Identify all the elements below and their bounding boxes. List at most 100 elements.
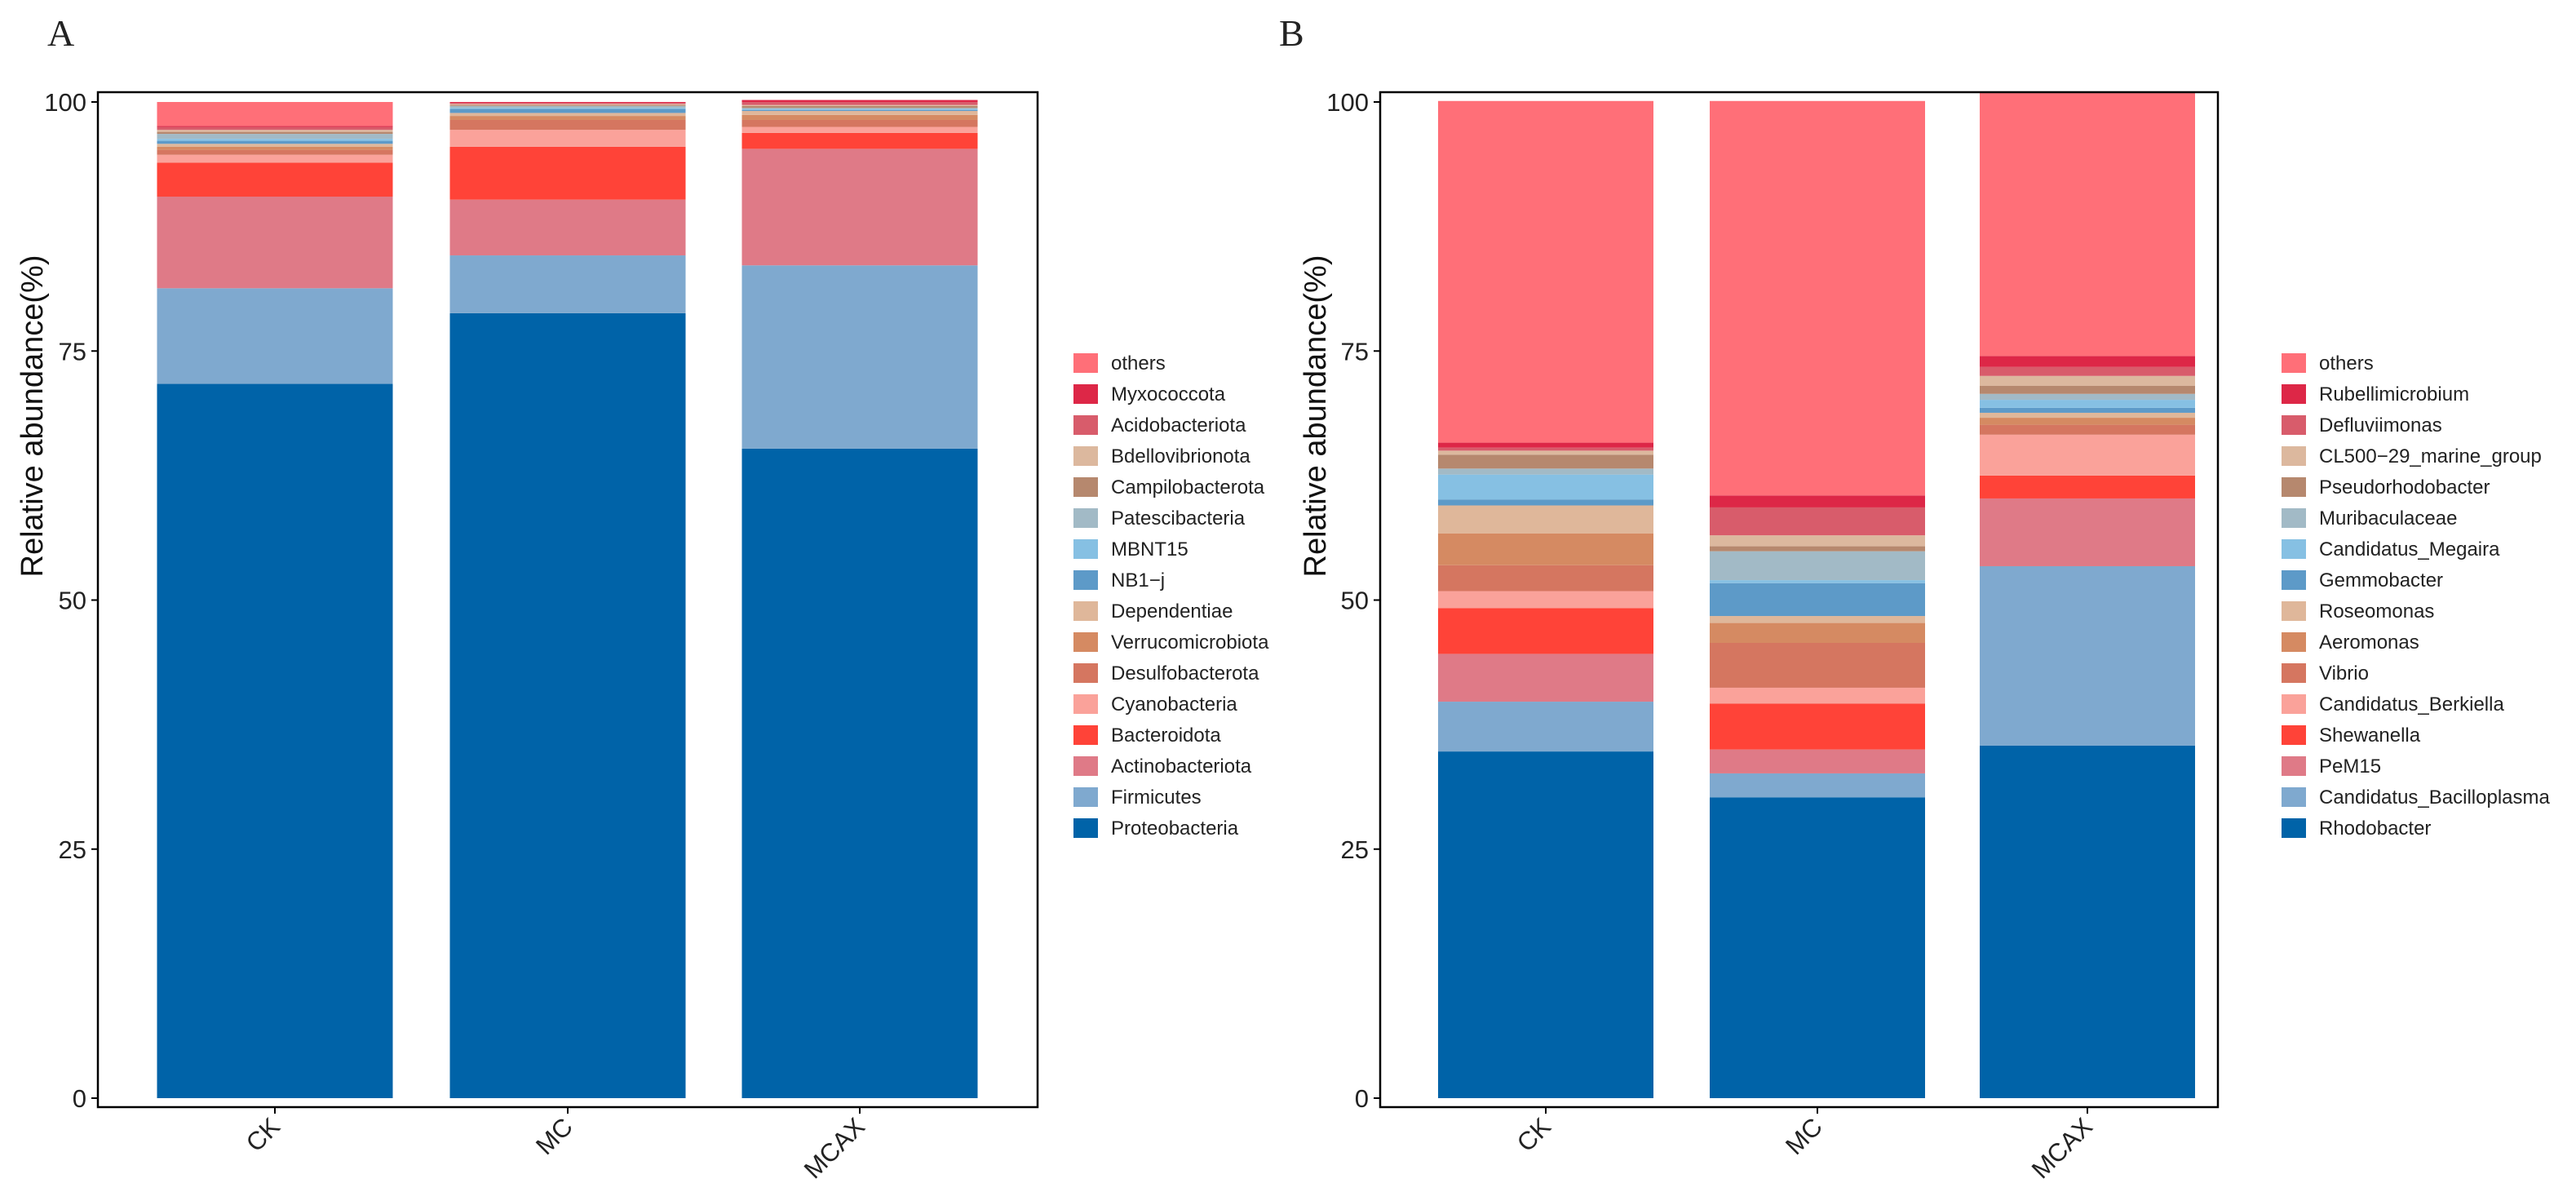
panel-a-legend-label-acidobacteriota: Acidobacteriota xyxy=(1111,414,1246,436)
panel-b-bar-mcax-muribaculaceae xyxy=(1980,393,2195,401)
panel-a-bar-mcax-verrucomicrobiota xyxy=(741,114,978,120)
panel-a-legend-label-myxococcota: Myxococcota xyxy=(1111,383,1226,405)
panel-b-legend-swatch-cl500-29-marine-group xyxy=(2282,446,2306,466)
panel-a-bar-mc-proteobacteria xyxy=(449,312,686,1098)
panel-a-y-tick-label: 75 xyxy=(59,337,86,366)
panel-a-bar-mc-myxococcota xyxy=(449,102,686,104)
panel-a-legend-swatch-actinobacteriota xyxy=(1073,756,1098,776)
panel-b-y-tick-label: 50 xyxy=(1341,587,1369,615)
panel-b-bar-ck-gemmobacter xyxy=(1438,499,1653,506)
panel-b-bar-mcax-aeromonas xyxy=(1980,418,2195,425)
panel-b-legend-swatch-candidatus-megaira xyxy=(2282,539,2306,559)
panel-a-bar-ck-proteobacteria xyxy=(157,383,393,1099)
panel-b-bar-ck-candidatus-berkiella xyxy=(1438,591,1653,609)
panel-b-bar-ck-others xyxy=(1438,100,1653,443)
panel-a-legend-label-campilobacterota: Campilobacterota xyxy=(1111,476,1265,498)
panel-a-x-tick-label-mc: MC xyxy=(530,1112,578,1160)
panel-a-bar-mcax-bdellovibrionota xyxy=(741,104,978,106)
panel-b-bar-ck-roseomonas xyxy=(1438,505,1653,534)
panel-b-legend-swatch-candidatus-bacilloplasma xyxy=(2282,787,2306,807)
panel-a-bar-ck-cyanobacteria xyxy=(157,154,393,163)
panel-a-legend-swatch-firmicutes xyxy=(1073,787,1098,807)
panel-a-legend-label-firmicutes: Firmicutes xyxy=(1111,786,1202,809)
panel-a-y-ticks: 0 25 50 75 100 xyxy=(44,88,98,1113)
panel-a-y-tick-label: 50 xyxy=(59,587,86,615)
panel-b-legend-swatch-others xyxy=(2282,353,2306,373)
panel-a-y-tick-label: 0 xyxy=(73,1084,86,1113)
panel-b-legend-label-others: others xyxy=(2319,352,2374,374)
panel-b-bar-ck-pseudorhodobacter xyxy=(1438,454,1653,469)
panel-a-legend-swatch-myxococcota xyxy=(1073,384,1098,404)
panel-a-bar-mc-verrucomicrobiota xyxy=(449,116,686,120)
panel-a-bar-ck-dependentiae xyxy=(157,144,393,147)
panel-a-legend-label-cyanobacteria: Cyanobacteria xyxy=(1111,693,1237,716)
panel-b-bar-mc-pem15 xyxy=(1710,749,1925,773)
panel-b-legend-label-rhodobacter: Rhodobacter xyxy=(2319,817,2431,840)
panel-a-bar-mcax-firmicutes xyxy=(741,265,978,449)
panel-a-legend-label-mbnt15: MBNT15 xyxy=(1111,538,1188,560)
panel-b-legend-label-roseomonas: Roseomonas xyxy=(2319,600,2434,623)
panel-a-bar-mcax-cyanobacteria xyxy=(741,126,978,133)
panel-a-x-ticks: CK MC MCAX xyxy=(241,1107,870,1183)
panel-b-legend-swatch-shewanella xyxy=(2282,725,2306,745)
panel-b-legend-label-pseudorhodobacter: Pseudorhodobacter xyxy=(2319,476,2490,498)
panel-b-bar-mc-roseomonas xyxy=(1710,616,1925,623)
panel-a-x-tick-label-mcax: MCAX xyxy=(799,1112,870,1183)
panel-b-bar-ck-pem15 xyxy=(1438,654,1653,702)
panel-a-bar-mcax-myxococcota xyxy=(741,100,978,102)
panel-b-bar-mc-cl500-29-marine-group xyxy=(1710,535,1925,547)
panel-b-legend: others Rubellimicrobium Defluviimonas CL500… xyxy=(2282,352,2550,840)
panel-b-bar-ck-cl500-29-marine-group xyxy=(1438,450,1653,455)
panel-b-bar-mc-defluviimonas xyxy=(1710,507,1925,536)
panel-a-bar-mcax-nb1-j xyxy=(741,109,978,111)
panel-b-legend-swatch-defluviimonas xyxy=(2282,415,2306,435)
panel-a-bar-mcax-proteobacteria xyxy=(741,448,978,1098)
panel-b-legend-swatch-candidatus-berkiella xyxy=(2282,694,2306,714)
panel-b-y-ticks: 0 25 50 75 100 xyxy=(1326,88,1380,1113)
panel-a-bar-ck-nb1-j xyxy=(157,140,393,144)
panel-a-legend-swatch-patescibacteria xyxy=(1073,508,1098,528)
panel-b-legend-label-candidatus-berkiella: Candidatus_Berkiella xyxy=(2319,693,2504,716)
panel-b-bar-mc-rhodobacter xyxy=(1710,797,1925,1098)
panel-b-y-tick-label: 0 xyxy=(1355,1084,1369,1113)
panel-b-bar-ck-rubellimicrobium xyxy=(1438,442,1653,448)
panel-a-bar-mc-patescibacteria xyxy=(449,105,686,109)
panel-a-legend-swatch-mbnt15 xyxy=(1073,539,1098,559)
panel-b-legend-label-rubellimicrobium: Rubellimicrobium xyxy=(2319,383,2469,405)
panel-b-bar-mcax-pem15 xyxy=(1980,498,2195,566)
panel-b-bar-ck-candidatus-bacilloplasma xyxy=(1438,702,1653,752)
panel-b-bar-ck-muribaculaceae xyxy=(1438,468,1653,475)
panel-b-legend-swatch-pseudorhodobacter xyxy=(2282,477,2306,497)
panel-a-legend-swatch-cyanobacteria xyxy=(1073,694,1098,714)
panel-a-bar-ck-bacteroidota xyxy=(157,162,393,197)
panel-a-bar-ck-campilobacterota xyxy=(157,131,393,135)
panel-b-bar-mc-vibrio xyxy=(1710,643,1925,688)
panel-a-legend-label-bdellovibrionota: Bdellovibrionota xyxy=(1111,445,1250,467)
panel-b-bar-mcax-rubellimicrobium xyxy=(1980,356,2195,367)
panel-b-legend-label-candidatus-megaira: Candidatus_Megaira xyxy=(2319,538,2500,560)
panel-a-bars xyxy=(157,100,978,1099)
panel-a-bar-mcax-bacteroidota xyxy=(741,132,978,149)
panel-a-bar-ck-patescibacteria xyxy=(157,134,393,140)
panel-a-bar-ck-bdellovibrionota xyxy=(157,130,393,132)
panel-a-legend-label-nb1-j: NB1−j xyxy=(1111,569,1165,592)
panel-b-bar-mcax-shewanella xyxy=(1980,475,2195,498)
panel-b-x-tick-label-mcax: MCAX xyxy=(2026,1112,2098,1183)
panel-a-bar-ck-verrucomicrobiota xyxy=(157,146,393,150)
panel-b-legend-label-defluviimonas: Defluviimonas xyxy=(2319,414,2442,436)
panel-b-legend-label-vibrio: Vibrio xyxy=(2319,662,2369,685)
panel-b: B Relative abundance(%) 0 25 50 75 100 CK MC M… xyxy=(1279,12,2550,1183)
panel-a-x-tick-label-ck: CK xyxy=(241,1112,285,1157)
panel-a-label: A xyxy=(47,12,74,54)
panel-a-bar-mcax-campilobacterota xyxy=(741,105,978,109)
panel-a-legend-swatch-acidobacteriota xyxy=(1073,415,1098,435)
panel-a-bar-mc-campilobacterota xyxy=(449,104,686,106)
panel-a-legend-label-patescibacteria: Patescibacteria xyxy=(1111,507,1246,529)
panel-b-bar-ck-aeromonas xyxy=(1438,533,1653,565)
panel-b-legend-swatch-pem15 xyxy=(2282,756,2306,776)
panel-b-bar-mcax-cl500-29-marine-group xyxy=(1980,375,2195,386)
panel-a-bar-mc-cyanobacteria xyxy=(449,130,686,147)
panel-a-legend-label-others: others xyxy=(1111,352,1166,374)
panel-a-bar-mcax-patescibacteria xyxy=(741,108,978,109)
